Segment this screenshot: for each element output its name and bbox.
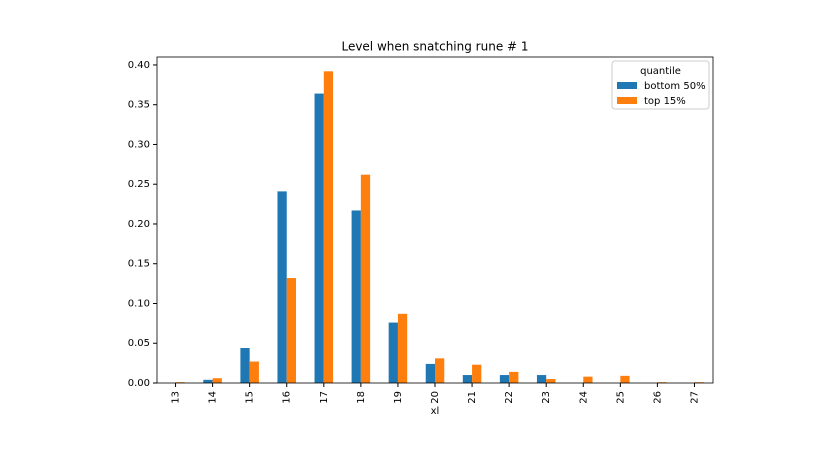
bar bbox=[212, 378, 222, 383]
y-tick-label: 0.15 bbox=[128, 259, 150, 270]
bar bbox=[240, 348, 250, 383]
legend-label: bottom 50% bbox=[644, 81, 706, 92]
bar bbox=[583, 376, 593, 383]
x-tick-label: 18 bbox=[356, 391, 367, 404]
legend-label: top 15% bbox=[644, 96, 686, 107]
bar bbox=[620, 375, 630, 383]
x-axis-label: xl bbox=[431, 406, 440, 417]
y-tick-label: 0.20 bbox=[128, 219, 150, 230]
bar bbox=[435, 358, 445, 383]
y-tick-label: 0.35 bbox=[128, 100, 150, 111]
x-tick-label: 22 bbox=[504, 391, 515, 404]
y-tick-label: 0.25 bbox=[128, 179, 150, 190]
bar bbox=[425, 363, 435, 383]
x-tick-label: 16 bbox=[282, 391, 293, 404]
y-tick-label: 0.30 bbox=[128, 139, 150, 150]
bar bbox=[388, 322, 398, 383]
bar bbox=[314, 93, 324, 383]
legend-swatch bbox=[617, 82, 637, 89]
y-tick-label: 0.05 bbox=[128, 338, 150, 349]
bar bbox=[277, 191, 287, 383]
bar bbox=[462, 375, 473, 383]
x-tick-label: 15 bbox=[245, 391, 256, 404]
y-tick-label: 0.40 bbox=[128, 60, 150, 71]
bar bbox=[509, 371, 519, 383]
bar bbox=[536, 375, 547, 383]
chart-title: Level when snatching rune # 1 bbox=[341, 40, 528, 54]
bar bbox=[397, 313, 408, 383]
legend-swatch bbox=[617, 97, 637, 104]
x-tick-label: 25 bbox=[615, 391, 626, 404]
bar bbox=[499, 375, 510, 383]
bar bbox=[472, 364, 482, 383]
bar bbox=[351, 210, 361, 383]
y-tick-label: 0.00 bbox=[128, 378, 150, 389]
x-tick-label: 20 bbox=[430, 391, 441, 404]
plot-frame bbox=[156, 56, 714, 384]
x-tick-label: 24 bbox=[578, 391, 589, 404]
x-tick-label: 19 bbox=[393, 391, 404, 404]
x-tick-label: 21 bbox=[467, 391, 478, 404]
x-tick-label: 13 bbox=[171, 391, 182, 404]
x-tick-label: 17 bbox=[319, 391, 330, 404]
bar bbox=[360, 174, 371, 383]
bar bbox=[249, 361, 259, 383]
bar bbox=[323, 71, 334, 383]
x-tick-label: 23 bbox=[541, 391, 552, 404]
bar bbox=[546, 379, 556, 383]
x-tick-label: 27 bbox=[689, 391, 700, 404]
x-tick-label: 14 bbox=[208, 391, 219, 404]
y-tick-label: 0.10 bbox=[128, 298, 150, 309]
bar bbox=[286, 278, 296, 383]
x-tick-label: 26 bbox=[652, 391, 663, 404]
bar bbox=[203, 379, 213, 383]
legend-title: quantile bbox=[640, 66, 681, 77]
